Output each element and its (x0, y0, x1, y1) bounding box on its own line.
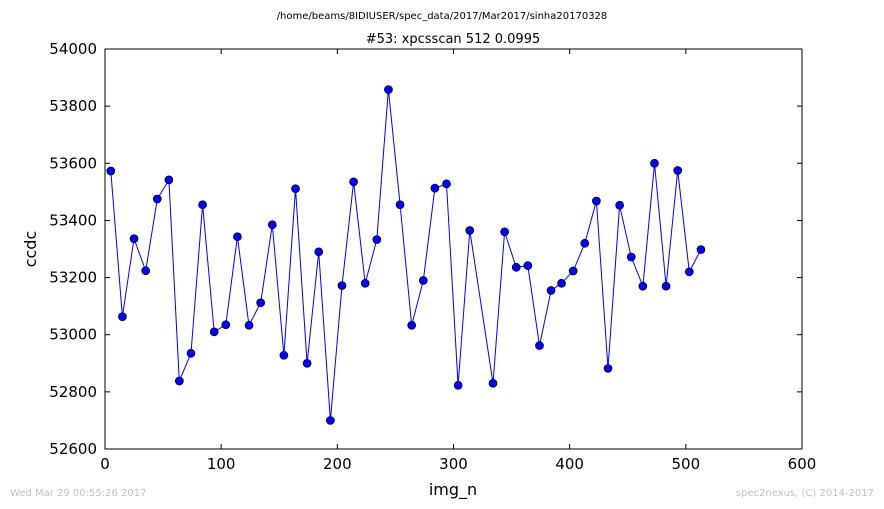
data-point (279, 350, 289, 360)
data-point (603, 364, 613, 373)
data-point (221, 320, 231, 330)
data-point (442, 179, 451, 189)
data-point (696, 245, 706, 254)
x-tick-label: 100 (207, 455, 236, 473)
data-point (580, 238, 590, 248)
x-axis-label: img_n (429, 480, 477, 500)
data-point (372, 235, 382, 244)
data-point (106, 166, 116, 176)
y-tick-label: 52600 (49, 440, 97, 458)
data-point (430, 183, 440, 193)
data-point (465, 226, 475, 235)
data-point (141, 266, 151, 276)
y-tick-label: 54000 (49, 40, 97, 58)
data-point (118, 312, 127, 322)
data-point (615, 200, 624, 210)
data-point (302, 358, 312, 368)
data-point (291, 184, 300, 194)
data-point (244, 320, 254, 330)
data-point (407, 320, 417, 330)
data-point (488, 378, 498, 388)
data-point (523, 261, 533, 270)
y-tick-label: 53800 (49, 97, 97, 115)
footer-credit: spec2nexus, (C) 2014-2017 (735, 488, 874, 499)
series-markers (106, 85, 706, 425)
data-point (661, 281, 671, 291)
data-point (314, 247, 324, 257)
data-point (360, 278, 370, 288)
x-tick-label: 500 (672, 455, 701, 473)
chart-supertitle: /home/beams/8IDIUSER/spec_data/2017/Mar2… (277, 11, 608, 22)
data-point (592, 196, 601, 206)
data-point (152, 194, 162, 204)
x-tick-label: 0 (100, 455, 110, 473)
data-point (326, 416, 335, 425)
data-point (186, 348, 196, 358)
data-point (546, 286, 556, 295)
y-tick-label: 53400 (49, 211, 97, 229)
data-point (650, 158, 659, 168)
data-point (638, 281, 648, 291)
data-point (256, 298, 266, 308)
x-tick-label: 600 (788, 455, 817, 473)
data-point (349, 177, 358, 187)
x-tick-label: 400 (555, 455, 584, 473)
data-point (453, 380, 463, 390)
y-tick-label: 53600 (49, 154, 97, 172)
chart-title: #53: xpcsscan 512 0.0995 (366, 32, 541, 47)
axis-tick-labels: 0 100 200 300 400 500 600 52600 52800 53000 53200 5… (49, 40, 816, 473)
data-point (684, 267, 694, 277)
y-tick-label: 53200 (49, 269, 97, 287)
data-point (209, 327, 219, 337)
plot-frame (104, 48, 803, 450)
y-tick-label: 52800 (49, 383, 97, 401)
data-point (395, 200, 405, 210)
data-point (337, 281, 347, 290)
data-point (568, 266, 578, 276)
data-point (164, 175, 174, 185)
data-point (673, 166, 683, 175)
data-point (557, 278, 566, 288)
x-tick-label: 300 (439, 455, 468, 473)
data-point (626, 252, 636, 262)
data-point (198, 200, 207, 210)
x-tick-label: 200 (323, 455, 352, 473)
data-point (535, 341, 544, 350)
data-point (267, 220, 277, 230)
plot-area (105, 49, 802, 449)
data-point (233, 232, 242, 242)
y-tick-label: 53000 (49, 326, 97, 344)
data-point (174, 376, 184, 386)
y-axis-label: ccdc (21, 231, 40, 268)
data-point (129, 234, 139, 244)
data-point (384, 85, 393, 94)
data-point (500, 227, 509, 237)
data-point (418, 276, 428, 285)
data-point (511, 262, 521, 272)
footer-timestamp: Wed Mar 29 00:55:26 2017 (10, 488, 147, 499)
